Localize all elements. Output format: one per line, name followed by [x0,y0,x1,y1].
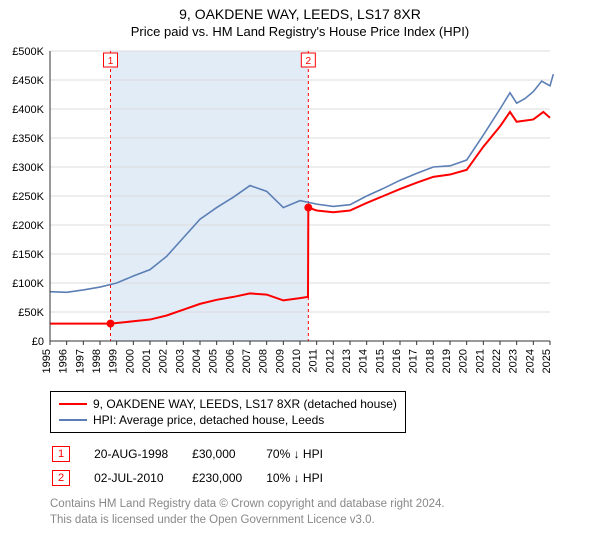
x-tick-label: 2002 [158,349,170,373]
x-tick-label: 2010 [291,349,303,373]
y-tick-label: £250K [12,191,44,203]
page: 9, OAKDENE WAY, LEEDS, LS17 8XR Price pa… [0,0,600,528]
x-tick-label: 2025 [541,349,553,373]
marker-table-date: 20-AUG-1998 [94,443,190,465]
x-tick-label: 2007 [241,349,253,373]
marker-table-badge: 2 [52,470,70,486]
title-block: 9, OAKDENE WAY, LEEDS, LS17 8XR Price pa… [0,0,600,41]
legend-row: HPI: Average price, detached house, Leed… [59,412,397,428]
chart-title: 9, OAKDENE WAY, LEEDS, LS17 8XR [0,6,600,22]
legend-row: 9, OAKDENE WAY, LEEDS, LS17 8XR (detache… [59,396,397,412]
x-tick-label: 2022 [491,349,503,373]
x-tick-label: 2020 [458,349,470,373]
x-tick-label: 1999 [108,349,120,373]
x-tick-label: 2017 [408,349,420,373]
x-tick-label: 2023 [508,349,520,373]
x-tick-label: 2001 [141,349,153,373]
legend-label: HPI: Average price, detached house, Leed… [93,413,324,427]
y-tick-label: £150K [12,249,44,261]
x-tick-label: 2015 [374,349,386,373]
x-tick-label: 2021 [474,349,486,373]
x-tick-label: 2013 [341,349,353,373]
x-tick-label: 2000 [124,349,136,373]
marker-table-delta: 70% ↓ HPI [266,443,345,465]
markers-table: 1 20-AUG-1998£30,00070% ↓ HPI 2 02-JUL-2010… [50,441,347,491]
marker-table-row: 2 02-JUL-2010£230,00010% ↓ HPI [52,467,345,489]
x-tick-label: 2024 [524,349,536,373]
x-tick-label: 1996 [58,349,70,373]
x-tick-label: 2003 [174,349,186,373]
marker-table-row: 1 20-AUG-1998£30,00070% ↓ HPI [52,443,345,465]
x-tick-label: 2016 [391,349,403,373]
y-tick-label: £0 [32,336,44,348]
legend-swatch [59,403,87,405]
marker-table-badge: 1 [52,446,70,462]
y-tick-label: £450K [12,75,44,87]
chart-svg: £0 £50K £100K £150K £200K £250K £300K £350K £400… [0,41,560,381]
x-tick-label: 2005 [208,349,220,373]
x-tick-label: 2006 [224,349,236,373]
legend: 9, OAKDENE WAY, LEEDS, LS17 8XR (detache… [50,391,406,433]
x-tick-label: 2014 [358,349,370,373]
marker-point [304,204,312,212]
x-tick-label: 2011 [308,349,320,373]
legend-swatch [59,419,87,421]
y-tick-label: £350K [12,133,44,145]
y-tick-label: £300K [12,162,44,174]
marker-table-price: £230,000 [192,467,264,489]
x-tick-label: 2019 [441,349,453,373]
footer-note: Contains HM Land Registry data © Crown c… [50,497,600,528]
chart-subtitle: Price paid vs. HM Land Registry's House … [0,24,600,39]
marker-badge-label: 1 [108,56,114,67]
marker-table-price: £30,000 [192,443,264,465]
x-tick-label: 1995 [41,349,53,373]
marker-badge-label: 2 [306,56,312,67]
marker-point [107,320,115,328]
x-tick-label: 2004 [191,349,203,373]
x-tick-label: 2009 [274,349,286,373]
x-tick-label: 2018 [424,349,436,373]
x-tick-label: 1998 [91,349,103,373]
chart: £0 £50K £100K £150K £200K £250K £300K £350K £400… [0,41,600,381]
y-tick-label: £200K [12,220,44,232]
legend-label: 9, OAKDENE WAY, LEEDS, LS17 8XR (detache… [93,397,397,411]
marker-table-delta: 10% ↓ HPI [266,467,345,489]
x-tick-label: 1997 [74,349,86,373]
y-tick-label: £400K [12,104,44,116]
x-tick-label: 2008 [258,349,270,373]
marker-table-date: 02-JUL-2010 [94,467,190,489]
y-tick-label: £50K [18,307,44,319]
x-tick-label: 2012 [324,349,336,373]
footer-line-1: Contains HM Land Registry data © Crown c… [50,497,600,513]
y-tick-label: £100K [12,278,44,290]
footer-line-2: This data is licensed under the Open Gov… [50,513,600,529]
y-tick-label: £500K [12,46,44,58]
